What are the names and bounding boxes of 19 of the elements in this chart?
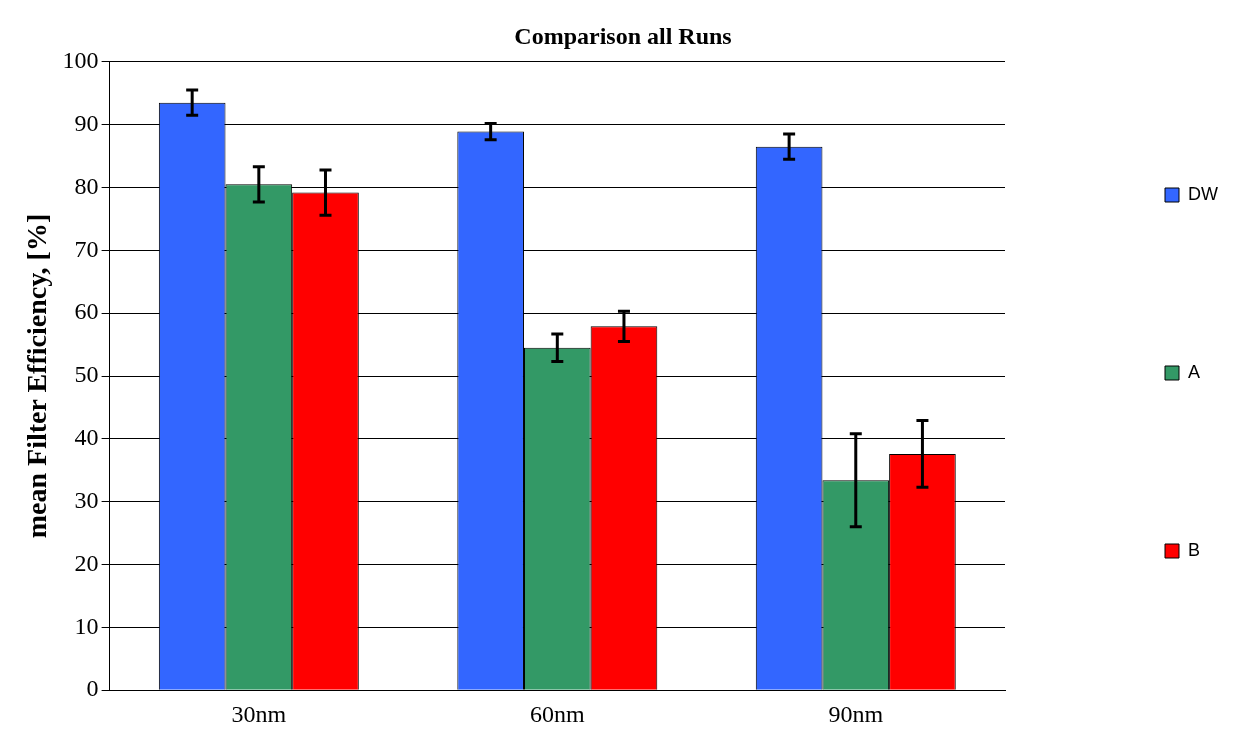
y-tick-label: 50	[74, 361, 99, 388]
x-tick-label: 90nm	[828, 700, 884, 727]
y-tick-label: 10	[74, 612, 99, 639]
y-tick-label: 40	[74, 424, 99, 451]
y-tick-label: 30	[74, 486, 99, 513]
chart-title: Comparison all Runs	[514, 22, 732, 49]
y-axis-title: mean Filter Efficiency, [%]	[21, 213, 53, 539]
y-tick-label: 90	[74, 109, 99, 136]
y-tick-label: 0	[86, 675, 99, 702]
legend-label: B	[1188, 539, 1201, 560]
x-tick-label: 60nm	[529, 700, 585, 727]
y-tick-label: 80	[74, 172, 99, 199]
y-tick-label: 20	[74, 549, 99, 576]
legend-label: DW	[1188, 183, 1219, 204]
y-tick-label: 100	[62, 47, 99, 74]
y-tick-label: 60	[74, 298, 99, 325]
x-tick-label: 30nm	[231, 700, 287, 727]
legend-label: A	[1188, 361, 1201, 382]
y-tick-label: 70	[74, 235, 99, 262]
